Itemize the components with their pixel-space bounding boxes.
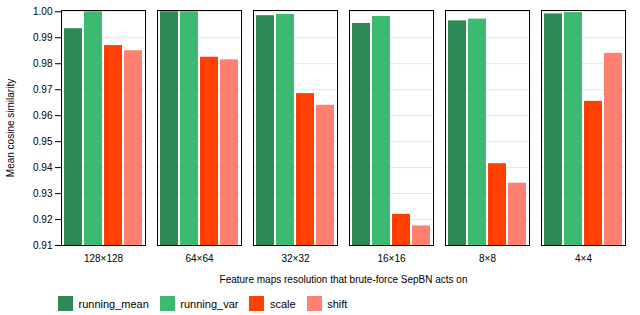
svg-text:Feature maps resolution that b: Feature maps resolution that brute-force… — [220, 274, 468, 285]
svg-text:4×4: 4×4 — [575, 253, 592, 264]
svg-text:0.92: 0.92 — [33, 214, 53, 225]
svg-text:0.97: 0.97 — [33, 84, 53, 95]
html-text:shift: shift — [327, 297, 348, 310]
svg-text:32×32: 32×32 — [281, 253, 310, 264]
svg-text:0.93: 0.93 — [33, 188, 53, 199]
svg-text:0.99: 0.99 — [33, 32, 53, 43]
svg-text:8×8: 8×8 — [479, 253, 496, 264]
svg-text:128×128: 128×128 — [84, 253, 124, 264]
svg-text:0.95: 0.95 — [33, 136, 53, 147]
html-text:scale: scale — [269, 297, 296, 310]
svg-text:0.91: 0.91 — [33, 240, 53, 251]
svg-text:Mean cosine similarity: Mean cosine similarity — [5, 79, 16, 177]
svg-text:1.00: 1.00 — [33, 6, 53, 17]
svg-text:0.98: 0.98 — [33, 58, 53, 69]
svg-text:0.96: 0.96 — [33, 110, 53, 121]
svg-text:64×64: 64×64 — [185, 253, 214, 264]
html-text:running_var: running_var — [180, 297, 239, 310]
html-text:running_mean: running_mean — [78, 297, 149, 310]
svg-text:0.94: 0.94 — [33, 162, 53, 173]
svg-text:16×16: 16×16 — [377, 253, 406, 264]
